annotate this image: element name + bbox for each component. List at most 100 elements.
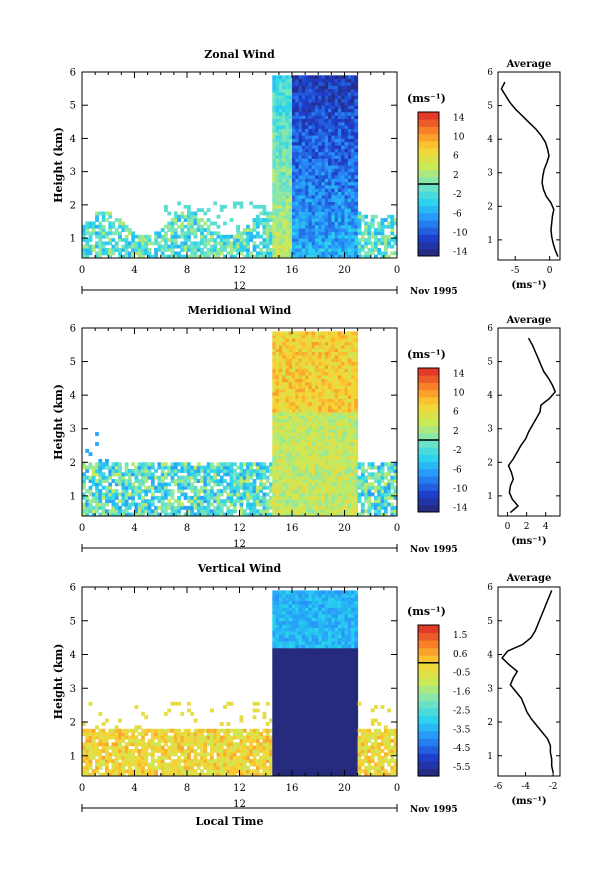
heatmap-cell xyxy=(285,98,290,103)
heatmap-cell xyxy=(315,238,319,242)
heatmap-cell xyxy=(334,482,339,487)
heatmap-cell xyxy=(328,418,332,423)
heatmap-cell xyxy=(285,211,290,216)
heatmap-cell xyxy=(85,489,90,493)
heatmap-cell xyxy=(341,82,345,86)
heatmap-cell xyxy=(101,472,106,477)
heatmap-cell xyxy=(334,385,339,389)
heatmap-cell xyxy=(374,475,378,480)
heatmap-cell xyxy=(105,749,109,753)
heatmap-cell xyxy=(196,505,201,510)
heatmap-cell xyxy=(288,175,293,179)
heatmap-cell xyxy=(288,101,293,106)
heatmap-cell xyxy=(269,254,273,259)
date-label: Nov 1995 xyxy=(410,545,458,555)
heatmap-cell xyxy=(144,752,149,757)
heatmap-cell xyxy=(328,201,332,206)
heatmap-cell xyxy=(160,482,165,487)
heatmap-cell xyxy=(127,772,132,777)
heatmap-cell xyxy=(308,411,313,416)
average-x-label: (ms⁻¹) xyxy=(511,280,546,291)
heatmap-cell xyxy=(351,489,355,493)
heatmap-cell xyxy=(200,505,204,510)
heatmap-cell xyxy=(193,244,198,249)
heatmap-cell xyxy=(344,118,349,123)
heatmap-cell xyxy=(383,489,388,493)
heatmap-cell xyxy=(226,238,231,242)
heatmap-cell xyxy=(239,472,244,477)
heatmap-cell xyxy=(236,499,240,504)
heatmap-cell xyxy=(255,469,260,473)
heatmap-cell xyxy=(114,492,119,497)
heatmap-cell xyxy=(298,91,303,96)
heatmap-cell xyxy=(301,361,306,366)
heatmap-cell xyxy=(341,178,345,183)
heatmap-cell xyxy=(223,244,227,249)
heatmap-cell xyxy=(285,398,290,403)
heatmap-cell xyxy=(308,184,313,189)
heatmap-cell xyxy=(301,88,306,93)
heatmap-cell xyxy=(282,448,286,453)
heatmap-cell xyxy=(337,178,342,183)
heatmap-cell xyxy=(311,354,316,359)
heatmap-cell xyxy=(301,208,306,212)
heatmap-cell xyxy=(131,749,135,753)
heatmap-cell xyxy=(318,254,323,259)
heatmap-cell xyxy=(170,738,175,743)
heatmap-cell xyxy=(351,125,355,129)
heatmap-cell xyxy=(308,415,313,420)
heatmap-cell xyxy=(357,462,362,467)
heatmap-cell xyxy=(278,505,283,510)
heatmap-cell xyxy=(311,148,316,153)
heatmap-cell xyxy=(203,469,208,473)
heatmap-cell xyxy=(324,358,329,363)
heatmap-cell xyxy=(354,445,359,450)
heatmap-cell xyxy=(275,462,280,467)
heatmap-cell xyxy=(255,502,260,507)
heatmap-cell xyxy=(144,469,149,473)
heatmap-cell xyxy=(124,238,129,242)
heatmap-cell xyxy=(278,158,283,163)
heatmap-cell xyxy=(334,492,339,497)
heatmap-cell xyxy=(124,762,129,767)
heatmap-cell xyxy=(232,248,237,252)
heatmap-cell xyxy=(255,492,260,497)
heatmap-cell xyxy=(347,75,352,80)
heatmap-cell xyxy=(347,405,352,410)
heatmap-cell xyxy=(200,241,204,246)
heatmap-cell xyxy=(131,469,135,473)
heatmap-cell xyxy=(292,428,296,433)
heatmap-cell xyxy=(341,135,345,139)
heatmap-cell xyxy=(275,101,280,106)
heatmap-cell xyxy=(318,364,323,369)
heatmap-cell xyxy=(347,248,352,252)
heatmap-cell xyxy=(351,184,355,189)
heatmap-cell xyxy=(301,228,306,232)
heatmap-cell xyxy=(285,115,290,119)
heatmap-cell xyxy=(344,98,349,103)
heatmap-cell xyxy=(282,354,286,359)
heatmap-cell xyxy=(278,228,283,232)
heatmap-cell xyxy=(229,512,234,517)
heatmap-cell xyxy=(337,411,342,416)
heatmap-cell xyxy=(341,198,345,202)
heatmap-cell xyxy=(262,499,267,504)
heatmap-cell xyxy=(285,348,290,352)
heatmap-cell xyxy=(331,138,336,143)
heatmap-cell xyxy=(337,211,342,216)
heatmap-cell xyxy=(285,161,290,166)
heatmap-cell xyxy=(377,472,382,477)
heatmap-cell xyxy=(282,428,286,433)
heatmap-cell xyxy=(173,211,178,216)
heatmap-cell xyxy=(341,388,345,393)
heatmap-cell xyxy=(337,354,342,359)
heatmap-cell xyxy=(190,248,195,252)
heatmap-cell xyxy=(262,204,267,209)
heatmap-cell xyxy=(298,408,303,413)
heatmap-cell xyxy=(275,378,280,383)
heatmap-cell xyxy=(259,495,263,500)
heatmap-cell xyxy=(301,198,306,202)
heatmap-cell xyxy=(282,499,286,504)
heatmap-cell xyxy=(150,772,155,777)
heatmap-cell xyxy=(82,238,86,242)
